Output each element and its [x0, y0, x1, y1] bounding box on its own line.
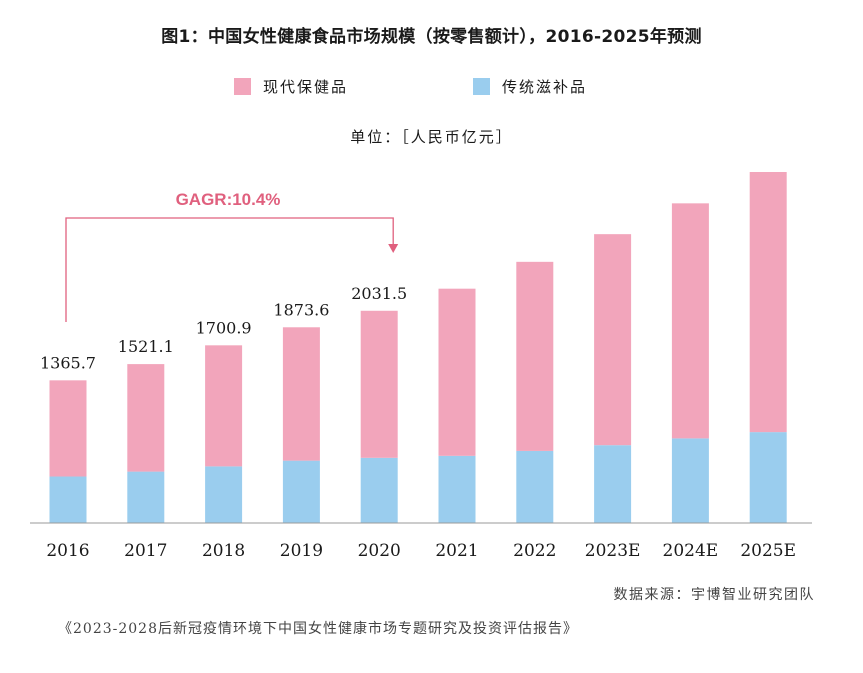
cagr-bracket [65, 217, 394, 322]
bar-modern-2021 [438, 288, 476, 456]
x-tick-label-2023E: 2023E [585, 541, 641, 561]
legend-label-traditional: 传统滋补品 [502, 78, 588, 96]
bar-modern-2017 [127, 364, 165, 472]
bar-traditional-2024E [671, 438, 709, 523]
x-tick-label-2017: 2017 [124, 541, 167, 561]
bar-modern-2020 [360, 310, 398, 458]
report-title: 《2023-2028后新冠疫情环境下中国女性健康市场专题研究及投资评估报告》 [58, 621, 578, 637]
bar-traditional-2019 [282, 460, 320, 523]
data-label-2019: 1873.6 [273, 300, 329, 319]
x-tick-label-2021: 2021 [435, 541, 478, 561]
x-tick-label-2019: 2019 [280, 541, 323, 561]
legend: 现代保健品 传统滋补品 [0, 76, 863, 100]
bar-modern-2018 [205, 345, 243, 467]
bar-traditional-2021 [438, 455, 476, 523]
x-tick-label-2016: 2016 [46, 541, 89, 561]
legend-swatch-modern [234, 78, 251, 95]
bar-traditional-2025E [749, 432, 787, 523]
x-tick-label-2018: 2018 [202, 541, 245, 561]
legend-label-modern: 现代保健品 [263, 78, 349, 96]
bar-modern-2019 [282, 327, 320, 461]
bar-traditional-2022 [516, 450, 554, 523]
bar-modern-2016 [49, 380, 87, 477]
x-tick-label-2022: 2022 [513, 541, 556, 561]
bar-traditional-2017 [127, 471, 165, 523]
chart-title: 图1：中国女性健康食品市场规模（按零售额计），2016-2025年预测 [161, 27, 702, 47]
bar-modern-2022 [516, 261, 554, 451]
data-label-2018: 1700.9 [196, 318, 252, 337]
bar-modern-2024E [671, 203, 709, 439]
x-tick-label-2024E: 2024E [663, 541, 719, 561]
bar-modern-2025E [749, 172, 787, 433]
data-label-2016: 1365.7 [40, 353, 96, 372]
bar-traditional-2018 [205, 466, 243, 523]
cagr-label: GAGR:10.4% [176, 190, 281, 209]
bar-traditional-2020 [360, 457, 398, 523]
data-label-2020: 2031.5 [351, 284, 407, 303]
unit-label: 单位：［人民币亿元］ [350, 128, 513, 146]
cagr-arrowhead [388, 244, 399, 253]
x-tick-label-2025E: 2025E [740, 541, 796, 561]
bar-traditional-2016 [49, 476, 87, 523]
source-note: 数据来源：宇博智业研究团队 [613, 587, 815, 603]
bar-traditional-2023E [594, 445, 632, 523]
legend-item-modern: 现代保健品 [234, 76, 348, 97]
bar-modern-2023E [594, 234, 632, 446]
x-tick-label-2020: 2020 [358, 541, 401, 561]
legend-item-traditional: 传统滋补品 [473, 76, 587, 97]
data-label-2017: 1521.1 [118, 337, 174, 356]
legend-swatch-traditional [473, 78, 490, 95]
